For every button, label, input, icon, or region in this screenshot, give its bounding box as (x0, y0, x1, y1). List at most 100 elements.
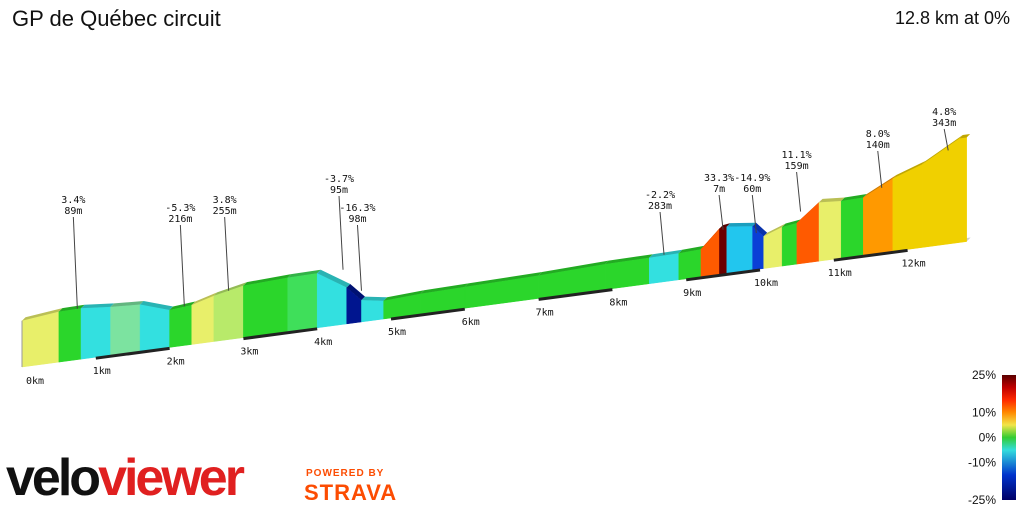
annotation-grade: -3.7% (324, 174, 354, 185)
km-band (686, 268, 761, 282)
profile-segment (287, 272, 318, 333)
legend-label: 0% (979, 431, 997, 445)
profile-segment-top (796, 198, 823, 224)
profile-segment (892, 163, 923, 252)
profile-segment (649, 252, 680, 284)
annotation-length: 283m (648, 201, 672, 212)
profile-segment (922, 138, 960, 248)
profile-segment (678, 248, 702, 281)
logo-part-velo: velo (6, 449, 101, 507)
annotation-leader (718, 194, 724, 230)
annotation-length: 343m (932, 118, 956, 129)
annotation-grade: 3.4% (61, 195, 85, 206)
km-band (833, 248, 908, 262)
annotation-grade: 4.8% (932, 107, 956, 118)
annotation-length: 89m (64, 206, 82, 217)
km-tick-label: 5km (388, 327, 406, 338)
profile-segment-top (169, 301, 196, 310)
annotation-leader (72, 216, 78, 309)
km-band (390, 307, 465, 321)
profile-segment-top (782, 219, 801, 228)
km-tick-label: 7km (536, 307, 554, 318)
annotation-leader (877, 150, 883, 188)
km-tick-label: 4km (314, 337, 332, 348)
legend-colorbar (1002, 375, 1016, 500)
profile-segment-top (649, 249, 683, 258)
km-tick-label: 12km (902, 258, 926, 269)
profile-segment (361, 299, 384, 323)
km-tick-label: 11km (828, 268, 852, 279)
profile-segment-top (383, 290, 425, 301)
profile-segment (781, 222, 798, 267)
logo-part-viewer: viewer (98, 449, 245, 507)
profile-segment (139, 304, 170, 352)
profile-segment-top (959, 134, 971, 139)
profile-segment-top (719, 223, 731, 229)
profile-segment-top (922, 135, 963, 165)
profile-segment-top (58, 304, 85, 312)
profile-segment (700, 227, 720, 278)
profile-segment (726, 226, 753, 274)
km-tick-label: 2km (167, 356, 185, 367)
profile-segment-top (752, 222, 768, 237)
veloviewer-logo[interactable]: veloviewer (6, 449, 245, 507)
annotation-grade: -2.2% (645, 190, 675, 201)
km-tick-label: 3km (240, 347, 258, 358)
km-tick-label: 6km (462, 317, 480, 328)
profile-segment (796, 201, 820, 265)
profile-segment (959, 137, 967, 243)
profile-segment (818, 200, 842, 262)
profile-segment (58, 307, 82, 363)
annotation-grade: -5.3% (165, 203, 195, 214)
profile-segment-top (819, 197, 845, 203)
km-tick-label: 1km (93, 366, 111, 377)
profile-segment (863, 178, 894, 256)
annotation-grade: 3.8% (213, 195, 237, 206)
profile-segment-top (700, 225, 723, 250)
profile-segment-top (538, 260, 609, 276)
profile-segment (719, 226, 728, 275)
annotation-leader (356, 224, 362, 291)
annotation-leader (179, 224, 185, 307)
profile-segment (110, 304, 141, 356)
annotation-leader (338, 195, 344, 270)
km-tick-label: 8km (609, 298, 627, 309)
profile-segment-top (863, 175, 897, 198)
annotation-length: 216m (168, 214, 192, 225)
annotation-grade: 33.3% (704, 173, 734, 184)
strava-logo[interactable]: STRAVA (304, 480, 398, 505)
legend-label: 10% (972, 406, 996, 420)
profile-segment-top (22, 308, 63, 321)
annotation-grade: -16.3% (339, 203, 375, 214)
km-tick-label: 0km (26, 376, 44, 387)
annotation-grade: 11.1% (782, 150, 812, 161)
profile-segment-top (726, 222, 757, 227)
profile-segment-top (361, 296, 388, 301)
chart-title: GP de Québec circuit (12, 6, 221, 31)
km-band (538, 288, 613, 301)
profile-segment-top (763, 223, 786, 237)
annotation-length: 255m (213, 206, 237, 217)
annotation-leader (796, 171, 802, 212)
annotation-leader (659, 211, 665, 255)
route-summary: 12.8 km at 0% (894, 8, 1010, 28)
annotation-leader (943, 128, 949, 151)
km-band (243, 327, 318, 341)
profile-segment-top (678, 245, 705, 254)
legend-label: -10% (968, 456, 996, 470)
profile-segment-top (317, 269, 351, 288)
profile-segment-top (243, 274, 292, 286)
profile-segment-top (110, 301, 144, 307)
powered-by-label: POWERED BY (306, 468, 385, 479)
km-tick-label: 9km (683, 288, 701, 299)
profile-segment-top (213, 282, 247, 296)
profile-segment-top (81, 303, 115, 309)
profile-segment-top (892, 160, 926, 179)
annotation-length: 159m (785, 161, 809, 172)
profile-segment-top (287, 269, 321, 278)
profile-segment-top (140, 301, 174, 310)
profile-segment (21, 311, 60, 368)
legend-label: 25% (972, 368, 996, 382)
annotation-length: 98m (348, 214, 366, 225)
